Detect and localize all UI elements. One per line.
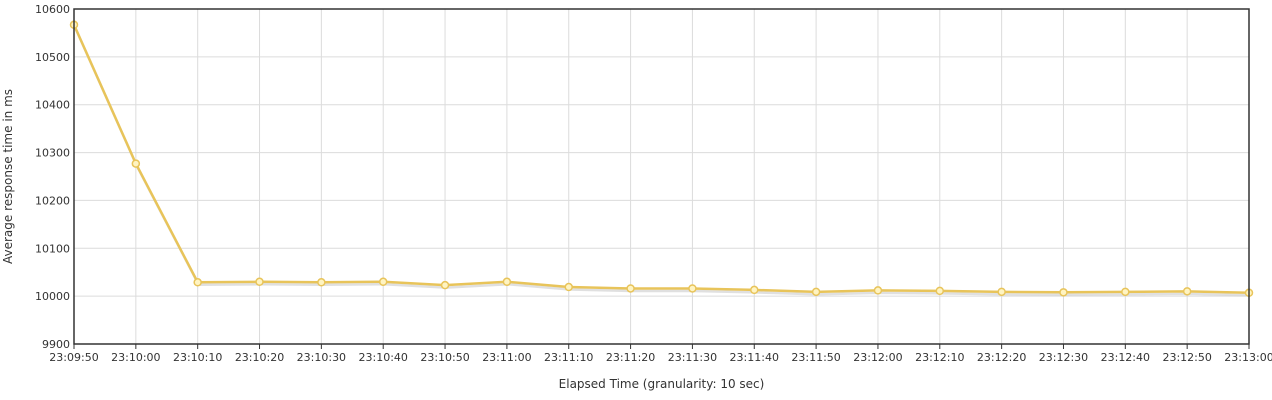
y-tick-label: 10400 [35, 99, 70, 112]
x-tick-label: 23:12:50 [1162, 351, 1211, 364]
x-tick-label: 23:09:50 [49, 351, 98, 364]
data-point [502, 277, 512, 287]
y-axis-title: Average response time in ms [1, 89, 15, 264]
x-tick-label: 23:11:30 [668, 351, 717, 364]
x-tick-label: 23:10:40 [359, 351, 408, 364]
y-axis-ticks: 9900 10000 10100 10200 10300 10400 10500 10600 [35, 3, 70, 351]
data-point [626, 284, 635, 293]
data-point [997, 287, 1006, 297]
x-axis-ticks: 23:09:50 23:10:00 23:10:10 23:10:20 23:10:30… [49, 344, 1272, 364]
x-tick-label: 23:12:20 [977, 351, 1026, 364]
data-point [1059, 288, 1068, 297]
x-tick-label: 23:11:20 [606, 351, 655, 364]
series-line-shadow [73, 26, 1251, 297]
data-point [1182, 287, 1192, 296]
x-tick-label: 23:10:10 [173, 351, 222, 364]
y-tick-label: 10200 [35, 194, 70, 207]
data-point [440, 280, 450, 290]
data-point [564, 282, 573, 292]
y-tick-label: 10000 [35, 290, 70, 303]
data-point [750, 285, 759, 295]
x-tick-label: 23:10:30 [297, 351, 346, 364]
x-tick-label: 23:12:30 [1039, 351, 1088, 364]
series-line [72, 23, 1251, 295]
data-point [131, 159, 141, 168]
x-tick-label: 23:12:00 [853, 351, 902, 364]
y-tick-label: 10300 [35, 147, 70, 160]
y-tick-label: 10500 [35, 51, 70, 64]
plot-frame [73, 8, 1250, 345]
x-tick-label: 23:11:00 [482, 351, 531, 364]
x-tick-label: 23:11:10 [544, 351, 593, 364]
data-point [873, 286, 883, 295]
x-tick-label: 23:11:40 [730, 351, 779, 364]
data-point [1121, 287, 1130, 297]
data-point [255, 277, 264, 287]
data-point [811, 287, 821, 297]
x-tick-label: 23:11:50 [791, 351, 840, 364]
x-tick-label: 23:12:40 [1101, 351, 1150, 364]
data-point [378, 277, 388, 287]
series-layer [69, 20, 1254, 298]
data-point [193, 278, 202, 287]
y-tick-label: 9900 [42, 338, 70, 351]
data-point [317, 278, 326, 287]
x-tick-label: 23:10:00 [111, 351, 160, 364]
data-point [935, 286, 945, 296]
data-point [688, 284, 697, 293]
x-tick-label: 23:13:00 [1224, 351, 1272, 364]
x-tick-label: 23:12:10 [915, 351, 964, 364]
x-tick-label: 23:10:50 [420, 351, 469, 364]
y-tick-label: 10100 [35, 242, 70, 255]
x-tick-label: 23:10:20 [235, 351, 284, 364]
y-tick-label: 10600 [35, 3, 70, 16]
x-axis-title: Elapsed Time (granularity: 10 sec) [559, 377, 765, 391]
